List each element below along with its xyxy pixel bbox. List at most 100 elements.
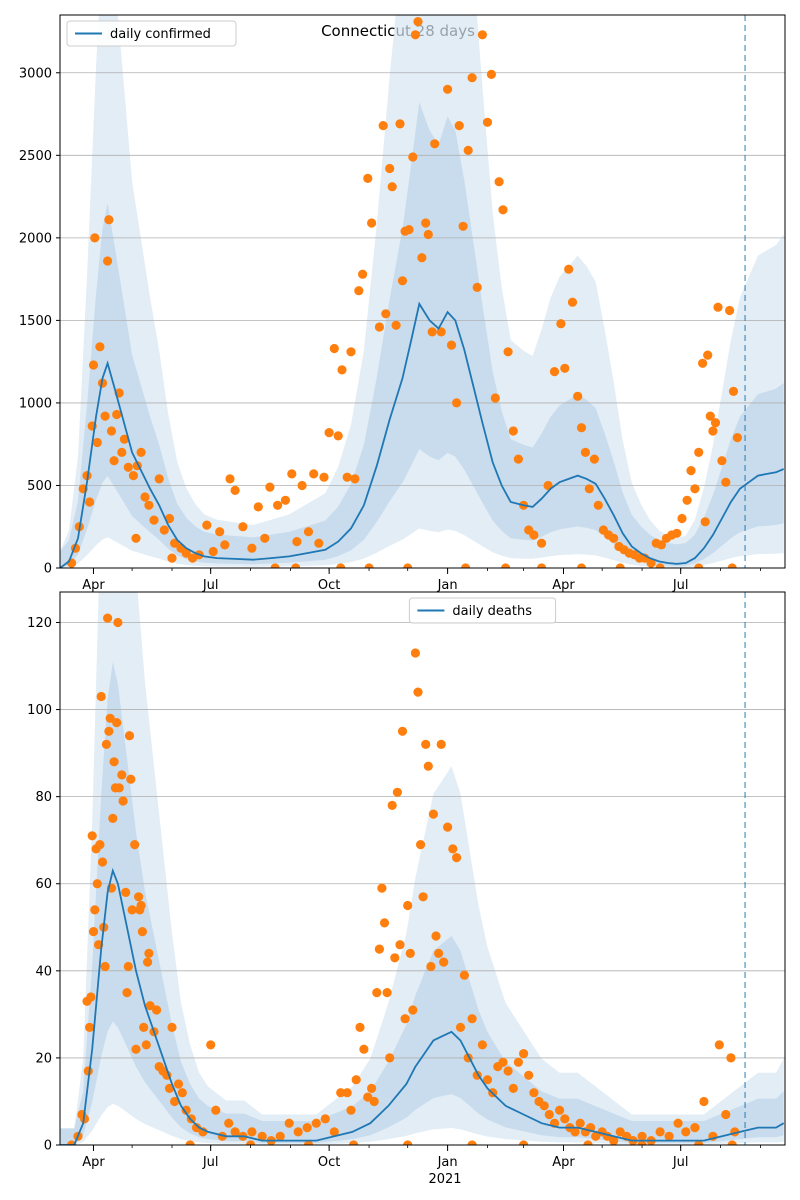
- data-point: [211, 1105, 221, 1115]
- data-point: [434, 948, 444, 959]
- data-point: [303, 1140, 314, 1145]
- data-point: [136, 447, 146, 457]
- data-point: [656, 540, 667, 550]
- x-tick-label: Oct: [318, 578, 340, 593]
- data-point: [225, 474, 235, 484]
- data-point: [291, 563, 301, 568]
- data-point: [265, 482, 275, 492]
- data-point: [374, 944, 384, 954]
- data-point: [287, 469, 297, 479]
- data-point: [593, 500, 603, 510]
- data-point: [145, 1001, 155, 1011]
- data-point: [615, 1127, 625, 1137]
- x-tick-label: Jul: [202, 578, 219, 593]
- data-point: [725, 305, 735, 316]
- data-point: [463, 145, 473, 155]
- data-point: [329, 343, 339, 354]
- data-point: [378, 121, 388, 131]
- data-point: [397, 726, 408, 736]
- data-point: [87, 831, 97, 841]
- y-tick-label: 500: [27, 479, 52, 494]
- data-point: [537, 563, 547, 568]
- data-point: [467, 1014, 477, 1024]
- data-point: [381, 309, 391, 319]
- data-point: [584, 484, 594, 494]
- data-point: [292, 537, 302, 547]
- data-point: [609, 533, 619, 543]
- data-point: [423, 229, 433, 240]
- data-point: [220, 540, 230, 550]
- x-tick-label: Apr: [552, 578, 575, 593]
- data-point: [123, 462, 133, 472]
- data-point: [655, 1127, 665, 1137]
- data-point: [351, 1075, 361, 1085]
- data-point: [367, 1083, 377, 1093]
- data-point: [726, 1053, 736, 1063]
- y-tick-label: 40: [35, 964, 52, 979]
- data-point: [90, 905, 100, 915]
- data-point: [333, 431, 343, 441]
- data-point: [416, 840, 426, 850]
- data-point: [154, 474, 164, 484]
- data-point: [92, 437, 102, 448]
- data-point: [273, 500, 283, 510]
- data-point: [508, 426, 518, 436]
- data-point: [443, 84, 453, 94]
- data-point: [369, 1096, 379, 1107]
- data-point: [403, 1140, 413, 1145]
- data-point: [673, 1118, 683, 1128]
- y-tick-label: 1500: [19, 314, 52, 329]
- data-point: [346, 347, 356, 357]
- y-tick-label: 0: [44, 1139, 52, 1154]
- data-point: [337, 365, 347, 375]
- data-point: [413, 17, 423, 27]
- data-point: [101, 739, 111, 750]
- data-point: [167, 1022, 177, 1032]
- data-point: [570, 1127, 580, 1137]
- data-point: [710, 418, 721, 428]
- data-point: [354, 286, 364, 296]
- data-point: [113, 617, 123, 628]
- data-point: [637, 1140, 647, 1145]
- data-point: [230, 485, 240, 495]
- data-point: [92, 879, 102, 889]
- data-point: [477, 30, 487, 40]
- data-point: [293, 1127, 303, 1137]
- data-point: [342, 1088, 352, 1098]
- data-point: [524, 1070, 534, 1080]
- data-point: [128, 471, 138, 481]
- data-point: [717, 456, 727, 466]
- data-point: [346, 1105, 356, 1115]
- data-point: [114, 783, 124, 793]
- data-point: [564, 264, 574, 274]
- data-point: [363, 173, 373, 183]
- data-point: [637, 1131, 647, 1141]
- data-point: [567, 297, 578, 307]
- x-tick-label: Oct: [318, 1155, 340, 1170]
- data-point: [705, 411, 715, 421]
- x-tick-label: Jan: [437, 1155, 458, 1170]
- data-point: [694, 563, 704, 568]
- data-point: [224, 1118, 234, 1128]
- data-point: [85, 497, 95, 507]
- data-point: [173, 1079, 184, 1089]
- data-point: [486, 69, 496, 79]
- x-tick-label: Jul: [672, 1155, 689, 1170]
- data-point: [443, 822, 453, 832]
- data-point: [238, 522, 248, 532]
- data-point: [371, 2, 380, 11]
- uncertainty-band-inner: [60, 102, 784, 568]
- y-tick-label: 3000: [19, 66, 52, 81]
- data-point: [144, 948, 154, 959]
- data-point: [109, 456, 119, 466]
- data-point: [490, 393, 500, 403]
- data-point: [472, 282, 482, 292]
- data-point: [682, 495, 692, 505]
- data-point: [708, 426, 718, 436]
- data-point: [363, 1092, 373, 1102]
- data-point: [694, 447, 704, 457]
- legend-label: daily confirmed: [110, 27, 211, 42]
- data-point: [119, 434, 129, 444]
- data-point: [319, 472, 329, 482]
